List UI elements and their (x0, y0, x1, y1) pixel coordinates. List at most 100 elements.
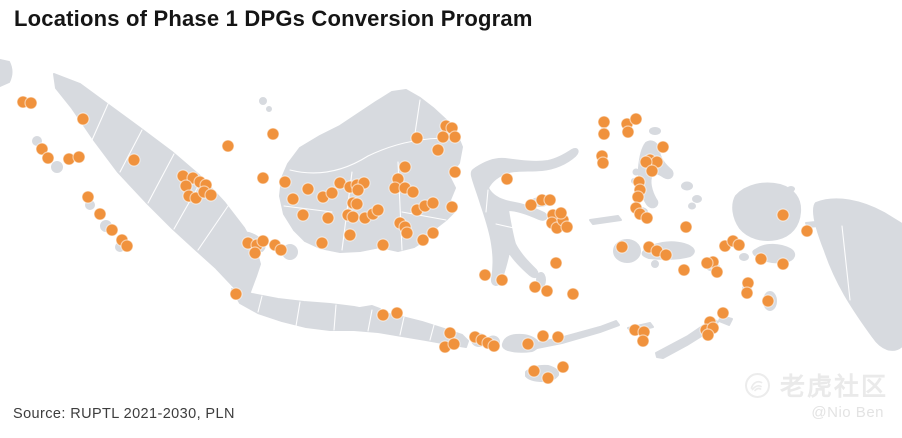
location-dot (248, 246, 262, 260)
location-dot (406, 185, 420, 199)
location-dot (416, 233, 430, 247)
island-natuna-2 (266, 106, 272, 112)
page-title: Locations of Phase 1 DPGs Conversion Pro… (14, 6, 533, 31)
location-dot (615, 240, 629, 254)
island-madura (353, 305, 381, 314)
watermark-brand: 老虎社区 (744, 367, 888, 403)
island-biak-2 (787, 186, 795, 192)
location-dot (105, 223, 119, 237)
location-dot (566, 287, 580, 301)
location-dot (443, 326, 457, 340)
location-dot (286, 192, 300, 206)
location-dot (528, 280, 542, 294)
location-dot (487, 339, 501, 353)
location-dot (204, 188, 218, 202)
location-dot (478, 268, 492, 282)
location-dot (400, 226, 414, 240)
location-dot (301, 182, 315, 196)
location-dot (266, 127, 280, 141)
location-dot (560, 220, 574, 234)
island-ternate (632, 168, 640, 176)
location-dot (256, 234, 270, 248)
island-java (231, 288, 469, 348)
location-dot (256, 171, 270, 185)
location-dot (639, 155, 653, 169)
island-salawati (739, 253, 749, 261)
island-sula (589, 215, 622, 225)
island-flores (517, 320, 620, 352)
location-dot (710, 265, 724, 279)
location-dot (716, 306, 730, 320)
island-rajaampat-1 (681, 181, 693, 191)
location-dot (127, 153, 141, 167)
location-dot (524, 198, 538, 212)
location-dot (445, 200, 459, 214)
island-sulawesi (470, 147, 579, 286)
location-dot (24, 96, 38, 110)
location-dot (551, 330, 565, 344)
location-dot (732, 238, 746, 252)
dots-layer (16, 95, 814, 385)
location-dot (500, 172, 514, 186)
location-dot (656, 140, 670, 154)
location-dot (274, 243, 288, 257)
location-dot (390, 306, 404, 320)
tiger-circle-logo-icon (744, 372, 770, 398)
location-dot (597, 127, 611, 141)
location-dot (343, 228, 357, 242)
location-dot (120, 239, 134, 253)
island-natuna-1 (259, 97, 267, 105)
location-dot (376, 308, 390, 322)
location-dot (495, 273, 509, 287)
location-dot (325, 186, 339, 200)
island-papua-birds-head (732, 182, 802, 241)
island-rajaampat-3 (688, 202, 696, 210)
location-dot (448, 165, 462, 179)
location-dot (315, 236, 329, 250)
location-dot (701, 328, 715, 342)
location-dot (541, 371, 555, 385)
location-dot (629, 112, 643, 126)
location-dot (527, 364, 541, 378)
location-dot (521, 337, 535, 351)
location-dot (761, 294, 775, 308)
location-dot (636, 334, 650, 348)
location-dot (740, 286, 754, 300)
location-dot (540, 284, 554, 298)
location-dot (76, 112, 90, 126)
island-nw-fragment (0, 59, 13, 87)
island-morotai (649, 127, 661, 135)
location-dot (549, 256, 563, 270)
location-dot (229, 287, 243, 301)
island-biak-1 (776, 189, 786, 197)
location-dot (621, 125, 635, 139)
location-dot (776, 257, 790, 271)
location-dot (278, 175, 292, 189)
location-dot (631, 190, 645, 204)
location-dot (431, 143, 445, 157)
location-dot (351, 183, 365, 197)
location-dot (436, 130, 450, 144)
location-dot (597, 115, 611, 129)
location-dot (754, 252, 768, 266)
location-dot (346, 210, 360, 224)
location-dot (776, 208, 790, 222)
watermark-brand-text: 老虎社区 (779, 373, 888, 401)
island-riau-4 (212, 204, 220, 212)
island-papua-mainland (813, 198, 902, 351)
location-dot (221, 139, 235, 153)
location-dot (376, 238, 390, 252)
location-dot (410, 131, 424, 145)
location-dot (677, 263, 691, 277)
location-dot (554, 206, 568, 220)
location-dot (659, 248, 673, 262)
location-dot (93, 207, 107, 221)
location-dot (640, 211, 654, 225)
location-dot (72, 150, 86, 164)
location-dot (371, 203, 385, 217)
location-dot (448, 130, 462, 144)
location-dot (447, 337, 461, 351)
location-dot (35, 142, 49, 156)
